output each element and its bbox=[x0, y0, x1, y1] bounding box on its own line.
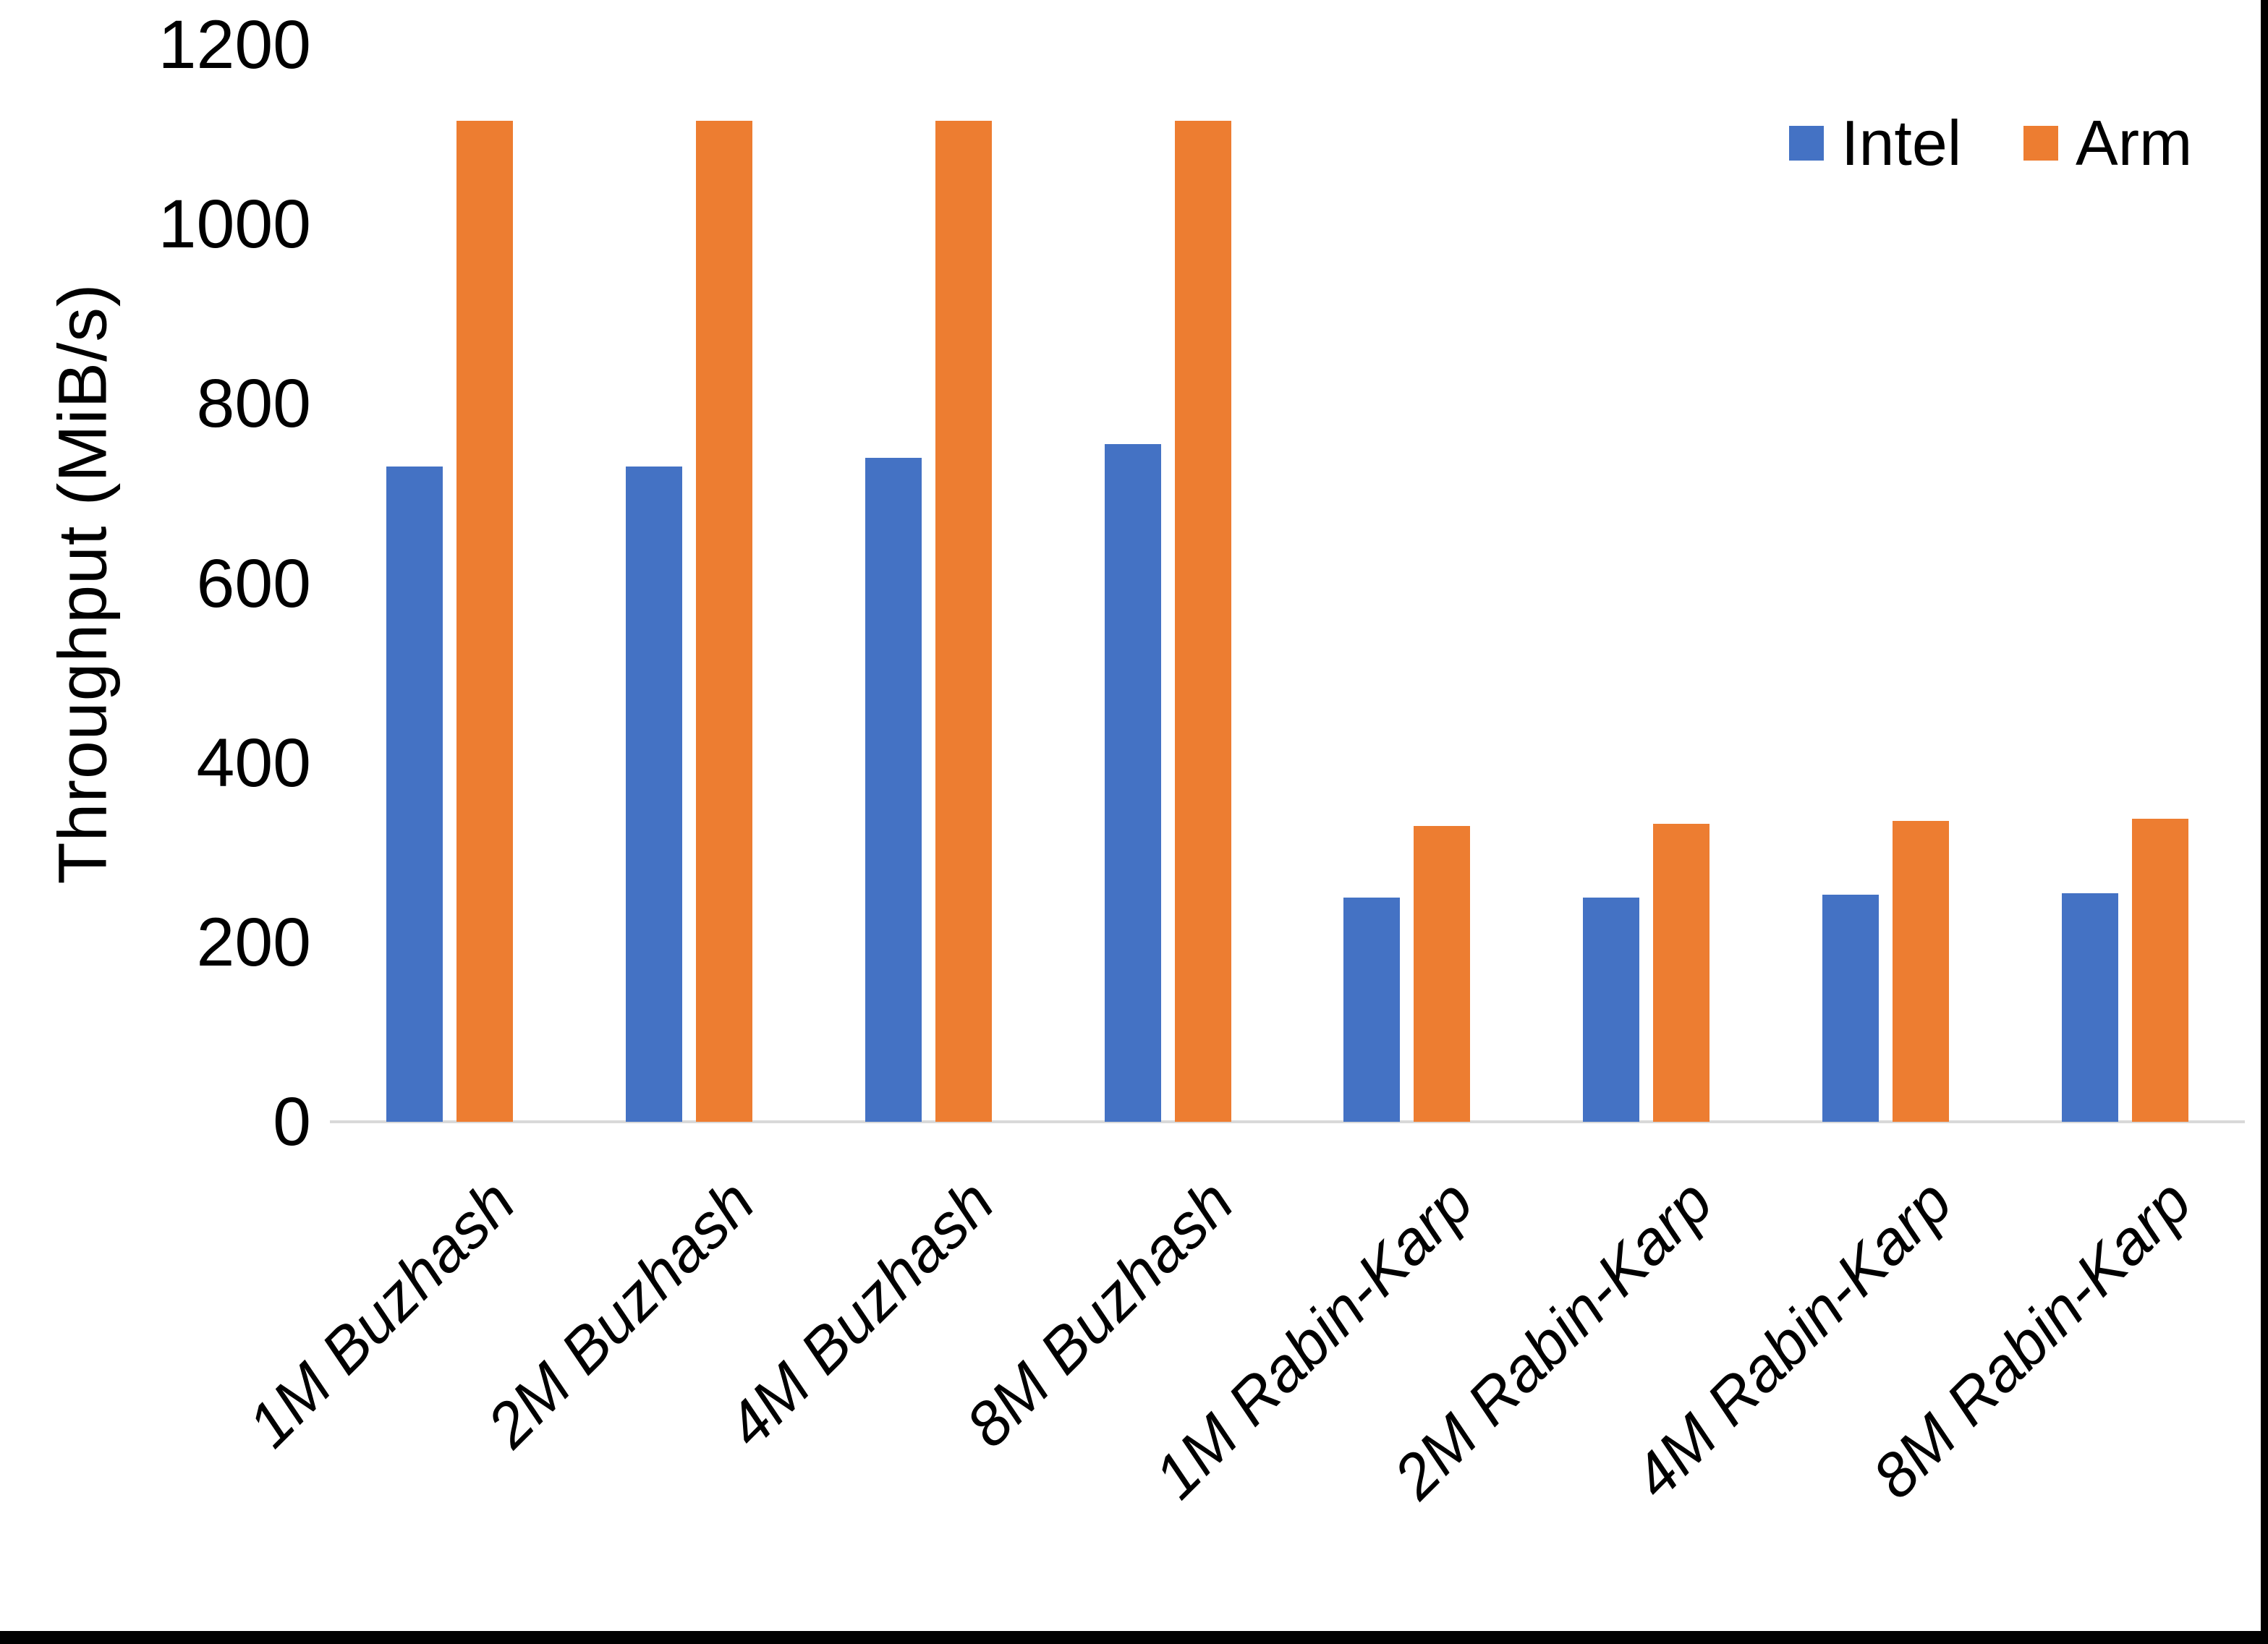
bar-arm-1m-rabin-karp bbox=[1414, 826, 1470, 1122]
window-edge-bottom bbox=[0, 1631, 2268, 1644]
y-tick-label-400: 400 bbox=[196, 724, 311, 801]
bar-arm-8m-buzhash bbox=[1175, 121, 1231, 1122]
bar-arm-4m-buzhash bbox=[935, 121, 992, 1122]
legend-label-arm: Arm bbox=[2076, 107, 2193, 179]
bar-intel-4m-buzhash bbox=[865, 458, 922, 1122]
bar-intel-8m-buzhash bbox=[1105, 444, 1161, 1122]
legend-swatch-arm bbox=[2023, 126, 2058, 161]
window-edge-right bbox=[2261, 0, 2268, 1644]
y-tick-label-1000: 1000 bbox=[158, 186, 311, 263]
bar-arm-8m-rabin-karp bbox=[2132, 819, 2188, 1122]
legend-swatch-intel bbox=[1789, 126, 1824, 161]
bar-intel-1m-rabin-karp bbox=[1343, 898, 1400, 1122]
bar-intel-8m-rabin-karp bbox=[2062, 893, 2118, 1122]
y-tick-label-800: 800 bbox=[196, 365, 311, 443]
y-tick-label-200: 200 bbox=[196, 903, 311, 981]
x-axis-line bbox=[330, 1120, 2245, 1123]
x-category-label-1m-buzhash: 1M Buzhash bbox=[234, 1167, 529, 1461]
bar-intel-4m-rabin-karp bbox=[1822, 895, 1879, 1122]
legend-item-intel: Intel bbox=[1789, 107, 1961, 179]
bar-intel-2m-buzhash bbox=[626, 467, 682, 1122]
legend-item-arm: Arm bbox=[2023, 107, 2192, 179]
y-tick-label-1200: 1200 bbox=[158, 7, 311, 83]
y-axis-title: Throughput (MiB/s) bbox=[44, 283, 122, 885]
bar-intel-2m-rabin-karp bbox=[1583, 898, 1639, 1122]
bar-arm-2m-rabin-karp bbox=[1653, 824, 1710, 1122]
y-tick-label-0: 0 bbox=[273, 1083, 311, 1160]
y-tick-label-600: 600 bbox=[196, 545, 311, 622]
bar-arm-4m-rabin-karp bbox=[1893, 821, 1949, 1122]
bar-arm-1m-buzhash bbox=[456, 121, 513, 1122]
bar-arm-2m-buzhash bbox=[696, 121, 752, 1122]
bar-intel-1m-buzhash bbox=[386, 467, 443, 1122]
legend-label-intel: Intel bbox=[1841, 107, 1962, 179]
